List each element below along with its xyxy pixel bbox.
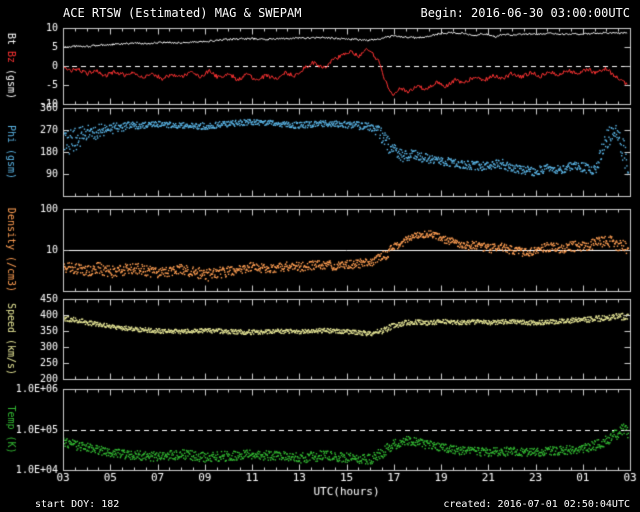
plot-title: ACE RTSW (Estimated) MAG & SWEPAM <box>63 6 302 20</box>
created-timestamp: created: 2016-07-01 02:50:04UTC <box>443 499 630 510</box>
start-doy-label: start DOY: 182 <box>35 499 120 510</box>
begin-timestamp: Begin: 2016-06-30 03:00:00UTC <box>420 6 630 20</box>
